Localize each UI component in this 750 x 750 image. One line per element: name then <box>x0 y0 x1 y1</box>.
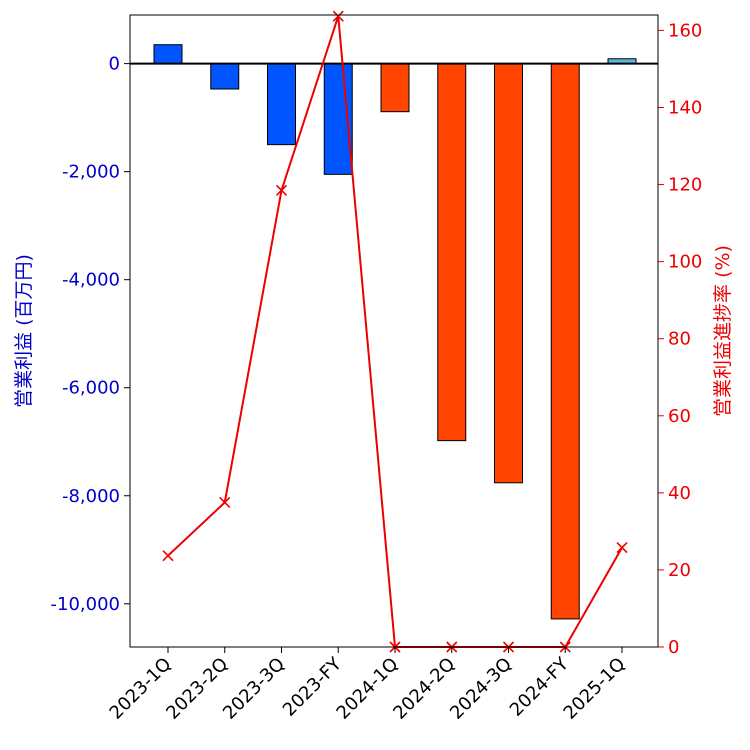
x-tick-label: 2024-2Q <box>389 654 459 724</box>
right-axis-title: 営業利益進捗率 (%) <box>712 245 734 417</box>
x-tick-label: 2024-1Q <box>333 654 403 724</box>
left-tick-label: -4,000 <box>62 270 120 291</box>
right-tick-label: 120 <box>668 175 702 196</box>
left-axis-title: 営業利益 (百万円) <box>13 254 35 408</box>
x-tick-label: 2025-1Q <box>560 654 630 724</box>
bar <box>210 63 240 90</box>
right-tick-label: 160 <box>668 20 702 41</box>
right-axis-ticks: 0 20 40 60 80 100 120 140 160 <box>658 20 702 658</box>
left-axis-ticks: 0 -2,000 -4,000 -6,000 -8,000 -10,000 <box>51 54 130 615</box>
x-axis-ticks: 2023-1Q2023-2Q2023-3Q2023-FY2024-1Q2024-… <box>106 647 630 724</box>
bar <box>380 63 410 113</box>
line-point-marker <box>162 550 174 562</box>
x-tick-label: 2023-2Q <box>162 654 232 724</box>
right-tick-label: 40 <box>668 483 691 504</box>
left-tick-label: -6,000 <box>62 378 120 399</box>
bar <box>267 63 296 146</box>
right-tick-label: 140 <box>668 97 702 118</box>
left-tick-label: 0 <box>109 54 120 75</box>
left-tick-label: -10,000 <box>51 594 120 615</box>
x-tick-label: 2023-3Q <box>219 654 289 724</box>
plot-frame <box>129 14 659 648</box>
right-tick-label: 80 <box>668 329 691 350</box>
right-tick-label: 60 <box>668 406 691 427</box>
line-point-marker <box>219 496 231 509</box>
line-point-marker <box>616 542 628 554</box>
bar-series <box>153 44 637 620</box>
right-tick-label: 20 <box>668 560 691 581</box>
right-tick-label: 0 <box>668 637 679 658</box>
right-tick-label: 100 <box>668 252 702 273</box>
line-point-marker <box>332 10 344 22</box>
bar <box>153 44 183 65</box>
left-tick-label: -2,000 <box>62 162 120 183</box>
x-tick-label: 2024-3Q <box>446 654 516 724</box>
line-point-marker <box>275 184 288 196</box>
left-tick-label: -8,000 <box>62 486 120 507</box>
x-tick-label: 2023-1Q <box>106 654 176 724</box>
bar <box>437 63 467 442</box>
bar <box>494 63 523 484</box>
bar <box>550 63 580 620</box>
